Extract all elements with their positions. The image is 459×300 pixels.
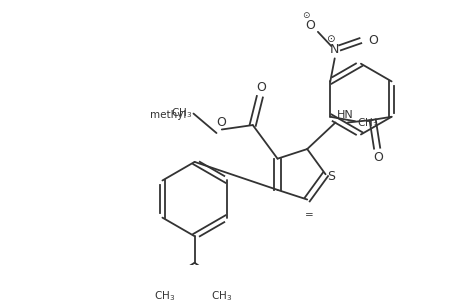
Text: O: O [216,116,225,129]
Text: methyl: methyl [150,110,186,120]
Text: CH$_3$: CH$_3$ [154,289,175,300]
Text: ⊙: ⊙ [301,11,308,20]
Text: N: N [329,43,339,56]
Text: CH$_3$: CH$_3$ [170,107,191,121]
Text: S: S [326,170,334,183]
Text: =: = [304,211,313,220]
Text: O: O [367,34,377,47]
Text: HN: HN [336,110,353,120]
Text: CH$_3$: CH$_3$ [210,289,231,300]
Text: O: O [256,81,266,94]
Text: O: O [372,151,382,164]
Text: O: O [304,19,314,32]
Text: CH$_3$: CH$_3$ [356,116,377,130]
Text: ⊙: ⊙ [325,34,334,44]
